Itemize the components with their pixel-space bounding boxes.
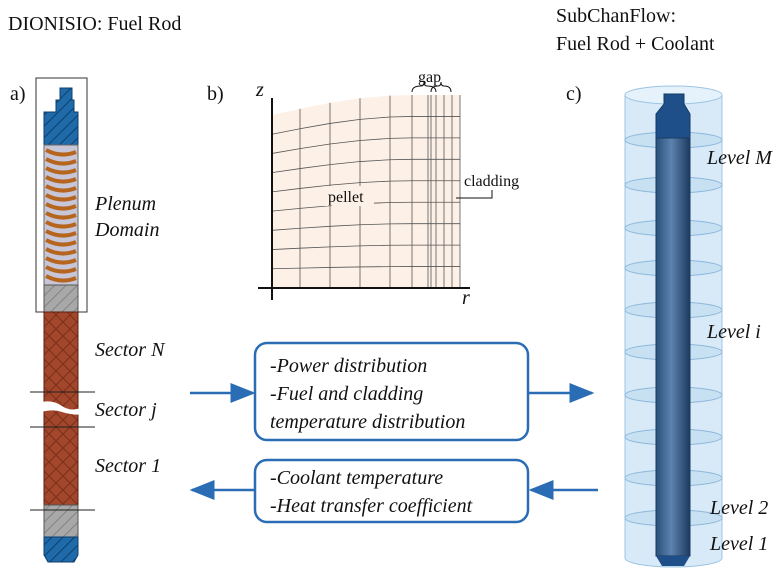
coil-turn — [45, 238, 77, 247]
plenum-label: Plenum — [94, 193, 156, 215]
gap-brace — [430, 81, 452, 93]
right-title: SubChanFlow: — [556, 5, 676, 27]
coil-turn — [45, 193, 77, 202]
mesh-line — [271, 180, 460, 193]
coil-turn — [45, 211, 77, 220]
sector-label: Sector N — [95, 339, 166, 361]
coil-turn — [45, 157, 77, 166]
mesh-line — [271, 116, 460, 135]
coil-turn — [45, 247, 77, 256]
coil-turn — [45, 184, 77, 193]
coil-turn — [45, 202, 77, 211]
top-plug — [43, 87, 79, 146]
coil-turn — [45, 229, 77, 238]
info-text: -Heat transfer coefficient — [270, 495, 473, 517]
rod — [655, 137, 691, 557]
mesh-line — [271, 158, 460, 174]
coil-turn — [45, 148, 77, 157]
label-bg — [324, 186, 374, 206]
leader — [456, 190, 493, 199]
mesh-line — [271, 137, 460, 154]
bottom-plug — [43, 536, 79, 563]
spacer — [43, 284, 79, 313]
mesh-line — [271, 201, 460, 212]
panel-label: c) — [566, 83, 582, 105]
sector-label: Sector 1 — [95, 455, 161, 477]
info-text: -Fuel and cladding — [270, 383, 423, 405]
coil-turn — [45, 175, 77, 184]
coil-turn — [45, 220, 77, 229]
axis-label: z — [255, 79, 264, 101]
level-label: Level i — [706, 321, 761, 343]
pellet-label: pellet — [328, 189, 364, 206]
info-text: -Power distribution — [270, 355, 427, 377]
coil-turn — [45, 274, 77, 283]
mesh-line — [271, 244, 460, 250]
panel-label: a) — [10, 83, 26, 105]
rod-bottom — [656, 556, 690, 566]
info-text: temperature distribution — [270, 411, 465, 433]
coil-turn — [45, 265, 77, 274]
mesh-line — [271, 266, 460, 270]
gap-brace — [411, 81, 437, 93]
plenum-label: Domain — [94, 219, 159, 241]
coil-turn — [45, 166, 77, 175]
info-text: -Coolant temperature — [270, 467, 443, 489]
cladding-label: cladding — [464, 173, 519, 190]
level-label: Level M — [706, 147, 773, 169]
right-title: Fuel Rod + Coolant — [556, 33, 715, 55]
level-label: Level 1 — [709, 533, 768, 555]
gap-label: gap — [418, 69, 441, 86]
coil-turn — [45, 256, 77, 265]
axis-label: r — [462, 287, 470, 309]
sector-label: Sector j — [95, 399, 157, 421]
spring — [45, 148, 77, 283]
level-label: Level 2 — [709, 497, 768, 519]
panel-label: b) — [207, 83, 224, 105]
break — [36, 401, 88, 415]
left-title: DIONISIO: Fuel Rod — [8, 13, 181, 35]
mesh-line — [271, 223, 460, 231]
